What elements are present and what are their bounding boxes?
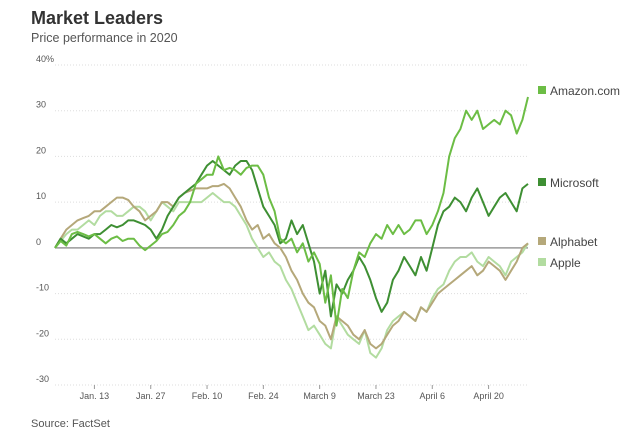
y-tick-label: 0 — [36, 237, 41, 247]
y-tick-label: 20 — [36, 145, 46, 155]
x-tick-label: Feb. 24 — [248, 391, 279, 401]
legend: Amazon.com Microsoft Alphabet Apple — [538, 84, 620, 270]
chart-title: Market Leaders — [31, 8, 164, 28]
legend-swatch — [538, 86, 546, 94]
x-tick-label: Jan. 27 — [136, 391, 166, 401]
x-tick-label: April 20 — [473, 391, 504, 401]
legend-label: Apple — [550, 256, 581, 270]
series-line-amazon-com — [54, 96, 529, 327]
y-tick-label: 40% — [36, 54, 54, 64]
chart-subtitle: Price performance in 2020 — [31, 31, 178, 45]
y-axis-ticks: 40% 30 20 10 0 -10 -20 -30 — [36, 54, 54, 384]
legend-label: Alphabet — [550, 235, 598, 249]
legend-swatch — [538, 258, 546, 266]
legend-swatch — [538, 237, 546, 245]
x-tick-label: March 23 — [357, 391, 395, 401]
legend-label: Microsoft — [550, 176, 599, 190]
y-tick-label: -20 — [36, 328, 49, 338]
series-line-alphabet — [54, 182, 529, 350]
gridlines — [55, 64, 528, 386]
x-tick-label: April 6 — [420, 391, 446, 401]
y-tick-label: 10 — [36, 191, 46, 201]
x-axis-ticks: Jan. 13 Jan. 27 Feb. 10 Feb. 24 March 9 March… — [80, 385, 504, 401]
y-tick-label: -10 — [36, 283, 49, 293]
y-tick-label: -30 — [36, 374, 49, 384]
series-lines — [54, 96, 529, 359]
x-tick-label: Jan. 13 — [80, 391, 110, 401]
legend-swatch — [538, 178, 546, 186]
y-tick-label: 30 — [36, 100, 46, 110]
source-note: Source: FactSet — [31, 418, 110, 430]
legend-label: Amazon.com — [550, 84, 620, 98]
x-tick-label: Feb. 10 — [192, 391, 223, 401]
x-tick-label: March 9 — [303, 391, 336, 401]
series-line-microsoft — [54, 160, 529, 318]
series-line-apple — [54, 192, 529, 359]
